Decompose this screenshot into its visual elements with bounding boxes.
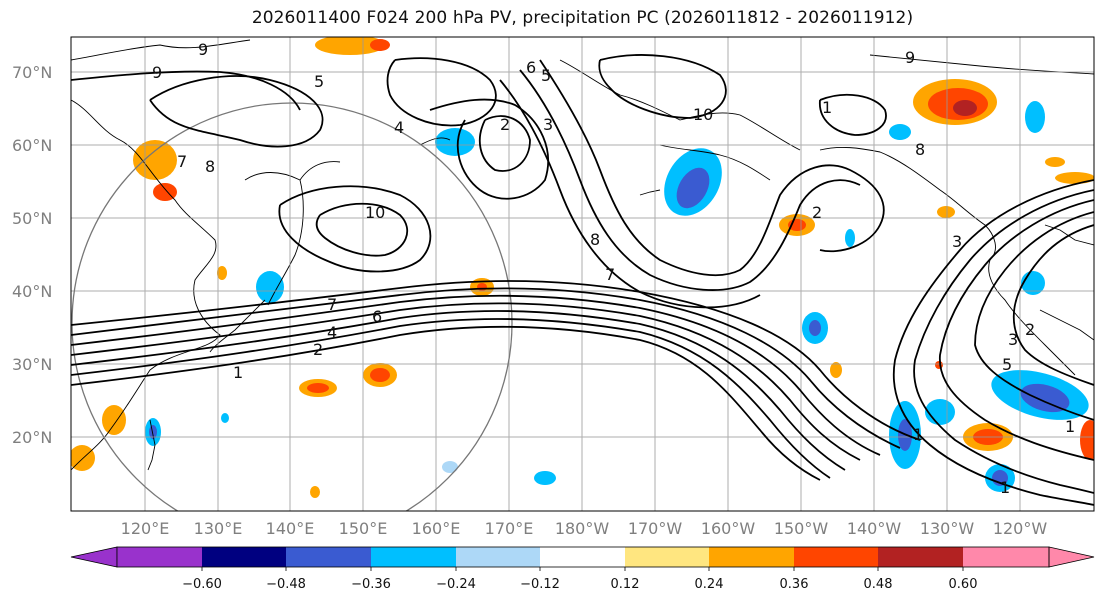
contour-label: 9 (198, 40, 208, 59)
lat-label: 50°N (12, 209, 52, 228)
contour-label: 1 (1065, 417, 1075, 436)
contour-label: 5 (314, 72, 324, 91)
lat-label: 30°N (12, 355, 52, 374)
colorbar-bin (286, 547, 371, 567)
lon-label: 160°W (701, 519, 756, 538)
colorbar-bin (540, 547, 625, 567)
colorbar-extend-high (1048, 546, 1095, 568)
map-frame (70, 36, 1095, 512)
colorbar-bin (794, 547, 878, 567)
lon-label: 160°E (412, 519, 461, 538)
colorbar-bin (625, 547, 709, 567)
contour-label: 3 (952, 232, 962, 251)
contour-label: 3 (1008, 330, 1018, 349)
colorbar: −0.60 −0.48 −0.36 −0.24 −0.12 0.12 0.24 … (70, 546, 1095, 592)
contour-label: 7 (177, 152, 187, 171)
contour-label: 7 (327, 295, 337, 314)
pv-contours (71, 54, 1094, 506)
contour-label: 2 (313, 340, 323, 359)
colorbar-bin (371, 547, 456, 567)
lat-label: 70°N (12, 63, 52, 82)
lon-label: 170°W (628, 519, 683, 538)
contour-label: 9 (152, 63, 162, 82)
lon-label: 130°E (194, 519, 243, 538)
lon-label: 120°E (121, 519, 170, 538)
precip-negative-patch (435, 128, 475, 156)
colorbar-bin (202, 547, 286, 567)
contour-label: 2 (812, 203, 822, 222)
colorbar-tick-label: −0.24 (436, 577, 476, 592)
graticule (71, 37, 1094, 511)
colorbar-tick-label: 0.12 (611, 577, 640, 592)
longitude-labels: 120°E 130°E 140°E 150°E 160°E 170°E 180°… (121, 519, 1048, 538)
contour-label: 8 (590, 230, 600, 249)
lon-label: 180°W (555, 519, 610, 538)
colorbar-bin (117, 547, 202, 567)
contour-labels: 9 9 5 6 5 4 2 3 10 1 7 8 10 9 2 8 7 6 7 … (152, 40, 1075, 497)
contour-label: 1 (1000, 478, 1010, 497)
colorbar-bin (709, 547, 794, 567)
colorbar-bin (456, 547, 540, 567)
contour-label: 5 (1002, 355, 1012, 374)
contour-label: 6 (372, 307, 382, 326)
colorbar-tick-label: −0.12 (520, 577, 560, 592)
colorbar-tick-label: 0.48 (864, 577, 893, 592)
colorbar-tick-label: −0.60 (182, 577, 222, 592)
map-title: 2026011400 F024 200 hPa PV, precipitatio… (251, 8, 914, 28)
colorbar-bin (963, 547, 1049, 567)
lat-label: 20°N (12, 428, 52, 447)
lat-label: 40°N (12, 282, 52, 301)
contour-label: 1 (913, 425, 923, 444)
lon-label: 150°E (339, 519, 388, 538)
contour-label: 2 (500, 115, 510, 134)
precip-positive-patch (133, 140, 177, 180)
contour-label: 1 (233, 363, 243, 382)
lon-label: 140°E (266, 519, 315, 538)
contour-label: 6 (526, 58, 536, 77)
contour-label: 1 (822, 98, 832, 117)
lat-label: 60°N (12, 136, 52, 155)
lon-label: 170°E (485, 519, 534, 538)
contour-label: 3 (543, 115, 553, 134)
colorbar-bin (878, 547, 963, 567)
contour-label: 5 (541, 66, 551, 85)
contour-label: 7 (605, 265, 615, 284)
colorbar-extend-low (70, 546, 118, 568)
contour-label: 4 (394, 118, 404, 137)
colorbar-tick-label: 0.60 (949, 577, 978, 592)
colorbar-tick-label: 0.24 (695, 577, 724, 592)
precip-shading (71, 37, 1094, 498)
contour-label: 9 (905, 48, 915, 67)
contour-label: 10 (365, 203, 385, 222)
colorbar-tick-label: −0.48 (266, 577, 306, 592)
range-ring (71, 102, 513, 511)
contour-label: 8 (205, 157, 215, 176)
lon-label: 130°W (920, 519, 975, 538)
colorbar-tick-label: 0.36 (780, 577, 809, 592)
lon-label: 140°W (847, 519, 902, 538)
latitude-labels: 70°N 60°N 50°N 40°N 30°N 20°N (12, 63, 52, 447)
colorbar-tick-label: −0.36 (351, 577, 391, 592)
contour-label: 10 (693, 105, 713, 124)
lon-label: 120°W (993, 519, 1048, 538)
contour-label: 8 (915, 140, 925, 159)
contour-label: 4 (327, 323, 337, 342)
lon-label: 150°W (774, 519, 829, 538)
contour-label: 2 (1025, 320, 1035, 339)
